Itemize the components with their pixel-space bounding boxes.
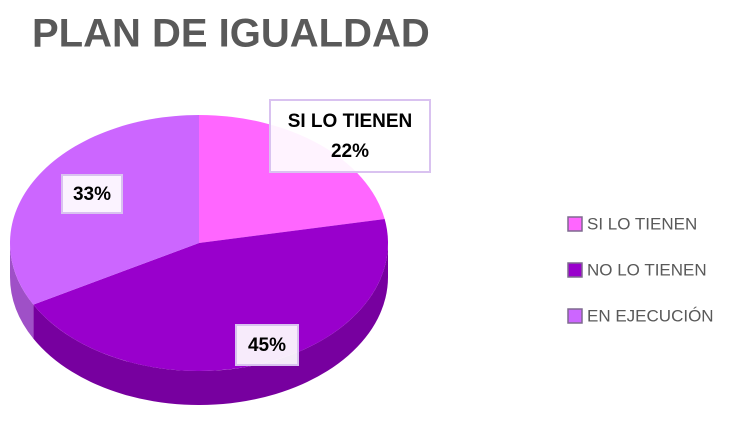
legend-label: NO LO TIENEN [587, 260, 707, 279]
legend-swatch [567, 262, 583, 278]
data-label-name: SI LO TIENEN [288, 111, 413, 132]
pie-slice [199, 115, 385, 243]
data-label-box [61, 174, 123, 214]
legend-swatch [567, 216, 583, 232]
data-label: 45% [248, 335, 286, 356]
data-label: 22% [331, 141, 369, 162]
pie-side [33, 243, 388, 405]
data-label-box [235, 324, 299, 366]
legend-label: SI LO TIENEN [587, 214, 697, 233]
legend-swatch [567, 308, 583, 324]
pie-slice [33, 219, 388, 371]
pie-side [10, 243, 34, 339]
chart-title: PLAN DE IGUALDAD [32, 12, 430, 56]
data-label-box [269, 99, 431, 173]
data-label: 33% [73, 184, 111, 205]
legend-label: EN EJECUCIÓN [587, 306, 714, 325]
